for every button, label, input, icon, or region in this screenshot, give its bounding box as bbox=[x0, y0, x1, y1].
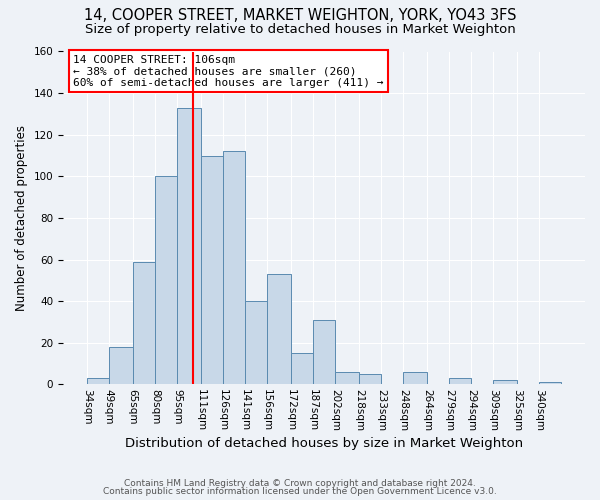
Bar bbox=[245, 301, 267, 384]
Bar bbox=[200, 156, 223, 384]
Text: 14 COOPER STREET: 106sqm
← 38% of detached houses are smaller (260)
60% of semi-: 14 COOPER STREET: 106sqm ← 38% of detach… bbox=[73, 55, 384, 88]
Text: Contains HM Land Registry data © Crown copyright and database right 2024.: Contains HM Land Registry data © Crown c… bbox=[124, 478, 476, 488]
Text: 14, COOPER STREET, MARKET WEIGHTON, YORK, YO43 3FS: 14, COOPER STREET, MARKET WEIGHTON, YORK… bbox=[84, 8, 516, 22]
Bar bbox=[449, 378, 471, 384]
Bar bbox=[155, 176, 177, 384]
Bar bbox=[177, 108, 200, 384]
Bar bbox=[493, 380, 517, 384]
Bar bbox=[313, 320, 335, 384]
Bar bbox=[359, 374, 381, 384]
Bar bbox=[133, 262, 155, 384]
Bar bbox=[403, 372, 427, 384]
Bar bbox=[223, 152, 245, 384]
Bar bbox=[87, 378, 109, 384]
Text: Size of property relative to detached houses in Market Weighton: Size of property relative to detached ho… bbox=[85, 22, 515, 36]
Bar bbox=[291, 353, 313, 384]
Bar bbox=[539, 382, 561, 384]
Bar bbox=[109, 347, 133, 385]
Bar bbox=[267, 274, 291, 384]
Text: Contains public sector information licensed under the Open Government Licence v3: Contains public sector information licen… bbox=[103, 487, 497, 496]
Bar bbox=[335, 372, 359, 384]
X-axis label: Distribution of detached houses by size in Market Weighton: Distribution of detached houses by size … bbox=[125, 437, 523, 450]
Y-axis label: Number of detached properties: Number of detached properties bbox=[15, 125, 28, 311]
